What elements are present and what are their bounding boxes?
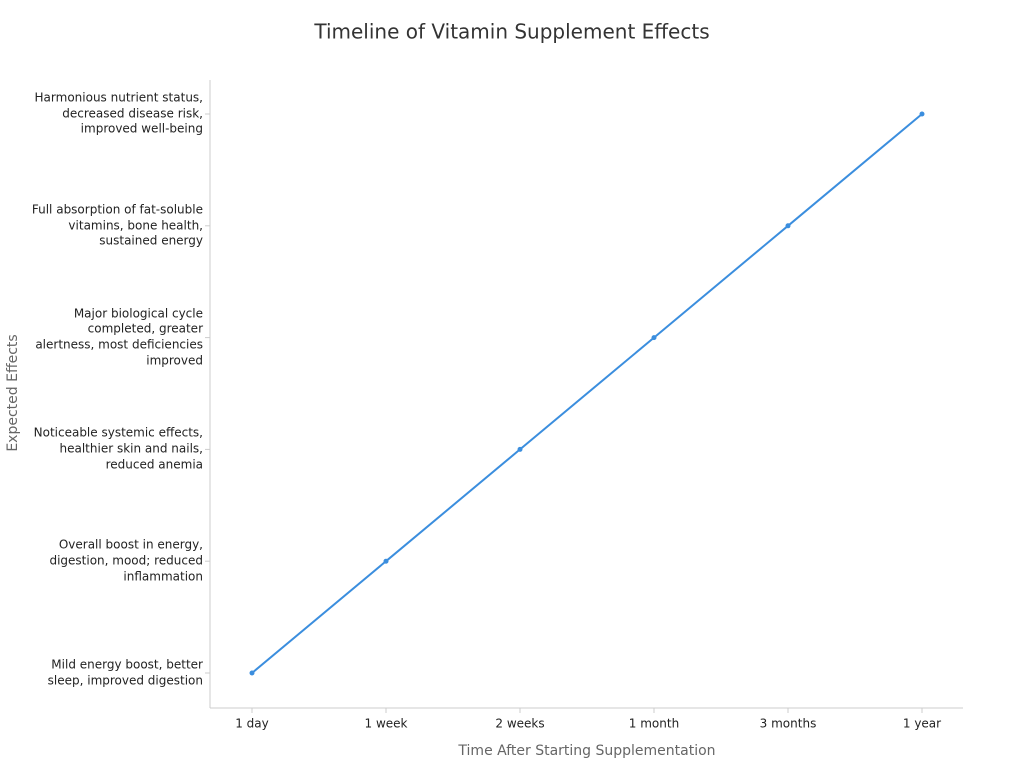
y-tick-label: Full absorption of fat-soluble vitamins,… bbox=[31, 202, 203, 248]
y-axis-label: Expected Effects bbox=[5, 334, 21, 451]
y-tick-label: Noticeable systemic effects, healthier s… bbox=[33, 425, 203, 472]
x-tick-label: 3 months bbox=[760, 717, 817, 731]
x-axis-label: Time After Starting Supplementation bbox=[457, 743, 715, 759]
point bbox=[919, 111, 925, 117]
x-tick-label: 1 year bbox=[903, 717, 941, 731]
point bbox=[785, 223, 791, 229]
point bbox=[249, 670, 255, 676]
y-tick-label: Mild energy boost, better sleep, improve… bbox=[47, 657, 203, 687]
y-tick-label: Harmonious nutrient status, decreased di… bbox=[34, 90, 203, 136]
y-tick-label: Overall boost in energy, digestion, mood… bbox=[49, 537, 203, 584]
x-tick-label: 1 week bbox=[365, 717, 408, 731]
x-tick-label: 1 day bbox=[235, 717, 269, 731]
line bbox=[251, 113, 923, 674]
x-tick-label: 1 month bbox=[629, 717, 679, 731]
point bbox=[517, 446, 523, 452]
point bbox=[651, 335, 657, 341]
y-tick-label: Major biological cycle completed, greate… bbox=[35, 306, 203, 368]
chart-title: Timeline of Vitamin Supplement Effects bbox=[313, 20, 709, 44]
x-tick-label: 2 weeks bbox=[495, 717, 544, 731]
point bbox=[383, 558, 389, 564]
